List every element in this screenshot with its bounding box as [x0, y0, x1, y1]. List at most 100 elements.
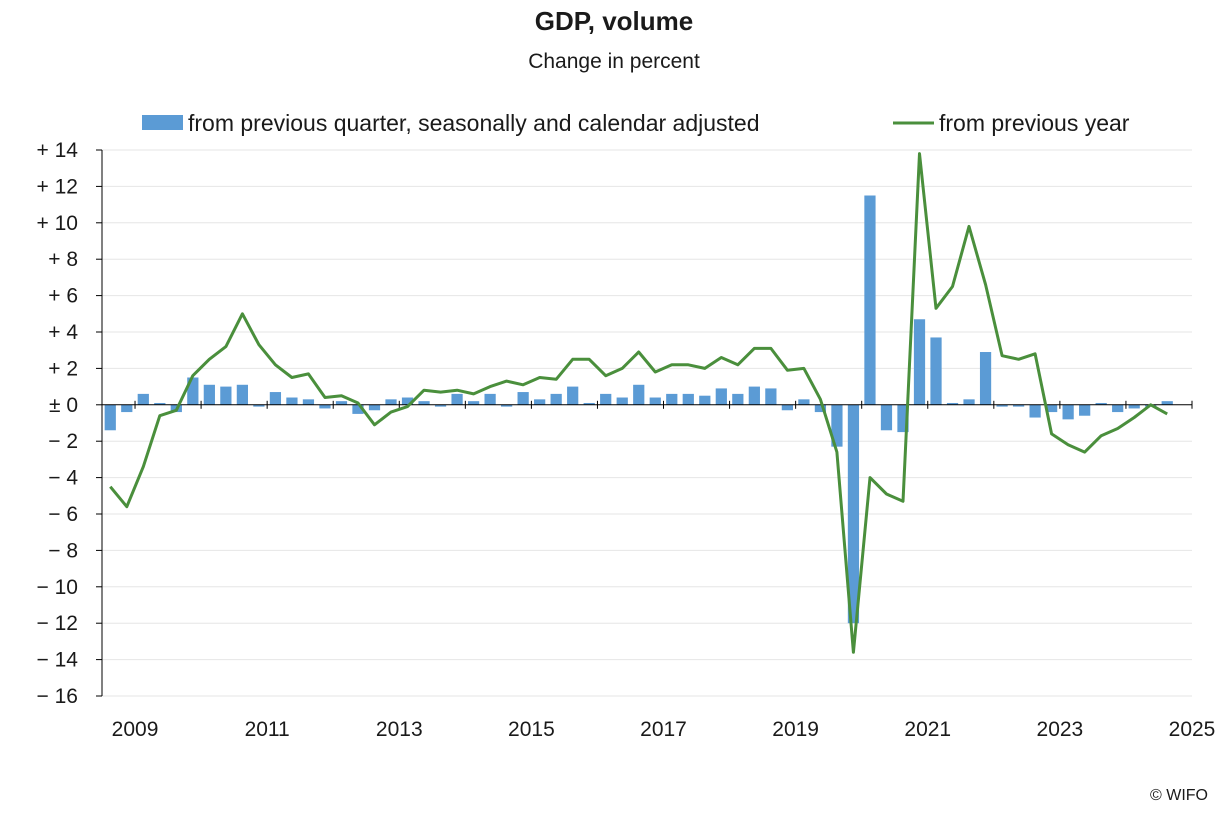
x-tick-label: 2009 [112, 718, 159, 741]
bar [137, 393, 149, 405]
bar [715, 388, 727, 405]
y-tick-label: − 12 [37, 612, 78, 635]
bar [236, 384, 248, 405]
bar [946, 402, 959, 405]
axes [101, 150, 1192, 696]
gridlines [102, 149, 1192, 697]
legend-label-quarterly: from previous quarter, seasonally and ca… [188, 110, 760, 136]
bar [385, 399, 397, 405]
x-tick-label: 2017 [640, 718, 687, 741]
bar [963, 399, 975, 405]
legend-bar-swatch [142, 115, 183, 130]
y-tick-label: + 10 [37, 212, 78, 235]
y-tick-label: − 2 [48, 430, 78, 453]
y-tick-label: + 8 [48, 248, 78, 271]
bar [583, 402, 595, 405]
y-tick-label: − 4 [48, 467, 78, 490]
bar [187, 377, 199, 405]
bar [1128, 404, 1140, 409]
bar [748, 386, 760, 405]
y-tick-label: − 6 [48, 503, 78, 526]
bar [666, 393, 678, 405]
bar [368, 404, 381, 411]
bar [699, 395, 711, 405]
bar [220, 386, 232, 405]
bar [121, 404, 133, 413]
bar [352, 404, 364, 414]
chart-subtitle: Change in percent [528, 50, 700, 73]
bar [253, 404, 265, 407]
bar [781, 404, 793, 411]
bar [467, 401, 480, 405]
y-tick-label: − 10 [37, 576, 78, 599]
bar [864, 195, 876, 405]
bar [732, 393, 744, 405]
bar [1112, 404, 1124, 413]
legend: from previous quarter, seasonally and ca… [142, 110, 1130, 136]
yoy-line [109, 152, 1168, 654]
y-tick-label: + 14 [37, 139, 79, 162]
bar [633, 384, 645, 405]
y-tick-label: ± 0 [49, 394, 78, 417]
y-axis-ticks: + 14 + 12 + 10 + 8 + 6 + 4 + 2 ± 0 − 2 − 4 − 6 − 8 −… [37, 139, 102, 708]
bar [401, 397, 414, 405]
chart-title: GDP, volume [534, 6, 694, 36]
y-tick-label: − 14 [37, 649, 79, 672]
bar [286, 397, 298, 405]
bar [534, 399, 546, 405]
bar [1095, 402, 1107, 405]
y-tick-label: − 16 [37, 685, 78, 708]
bar [104, 404, 116, 431]
bar [269, 392, 282, 405]
copyright-credit: © WIFO [1150, 787, 1208, 804]
x-tick-label: 2025 [1169, 718, 1216, 741]
bar [649, 397, 661, 405]
y-tick-label: + 2 [48, 357, 78, 380]
bar [814, 404, 827, 413]
bar [550, 393, 562, 405]
bar [682, 393, 694, 405]
x-tick-label: 2023 [1037, 718, 1084, 741]
x-tick-label: 2015 [508, 718, 555, 741]
bar [847, 404, 860, 624]
bar [897, 404, 909, 433]
bar [996, 404, 1008, 407]
bar [1161, 401, 1173, 405]
legend-label-yearly: from previous year [939, 110, 1130, 136]
bar [798, 399, 810, 405]
bar [567, 386, 579, 405]
bar [831, 404, 843, 447]
line-series [109, 152, 1168, 654]
bar [451, 393, 463, 405]
x-axis-ticks: 2009 2011 2013 2015 2017 2019 2021 2023 2025 [112, 400, 1216, 741]
bar-series [104, 195, 1173, 624]
x-tick-label: 2021 [904, 718, 951, 741]
bar [1062, 404, 1074, 420]
bar [616, 397, 628, 405]
bar [1079, 404, 1091, 416]
y-tick-label: + 12 [37, 175, 78, 198]
bar [484, 393, 496, 405]
x-tick-label: 2013 [376, 718, 423, 741]
bar [302, 399, 315, 405]
x-tick-label: 2019 [772, 718, 819, 741]
bar [501, 404, 513, 407]
bar [880, 404, 893, 431]
bar [765, 388, 777, 405]
bar [335, 401, 348, 405]
bar [1029, 404, 1041, 418]
bar [979, 352, 992, 405]
bar [154, 402, 166, 405]
bar [418, 401, 430, 405]
bar [1012, 404, 1025, 407]
bar [600, 393, 612, 405]
x-tick-label: 2011 [245, 718, 290, 741]
bar [930, 337, 942, 405]
bar [1046, 404, 1058, 413]
bar [913, 319, 926, 405]
bar [434, 404, 447, 407]
bar [203, 384, 215, 405]
y-tick-label: − 8 [48, 539, 78, 562]
y-tick-label: + 4 [48, 321, 78, 344]
